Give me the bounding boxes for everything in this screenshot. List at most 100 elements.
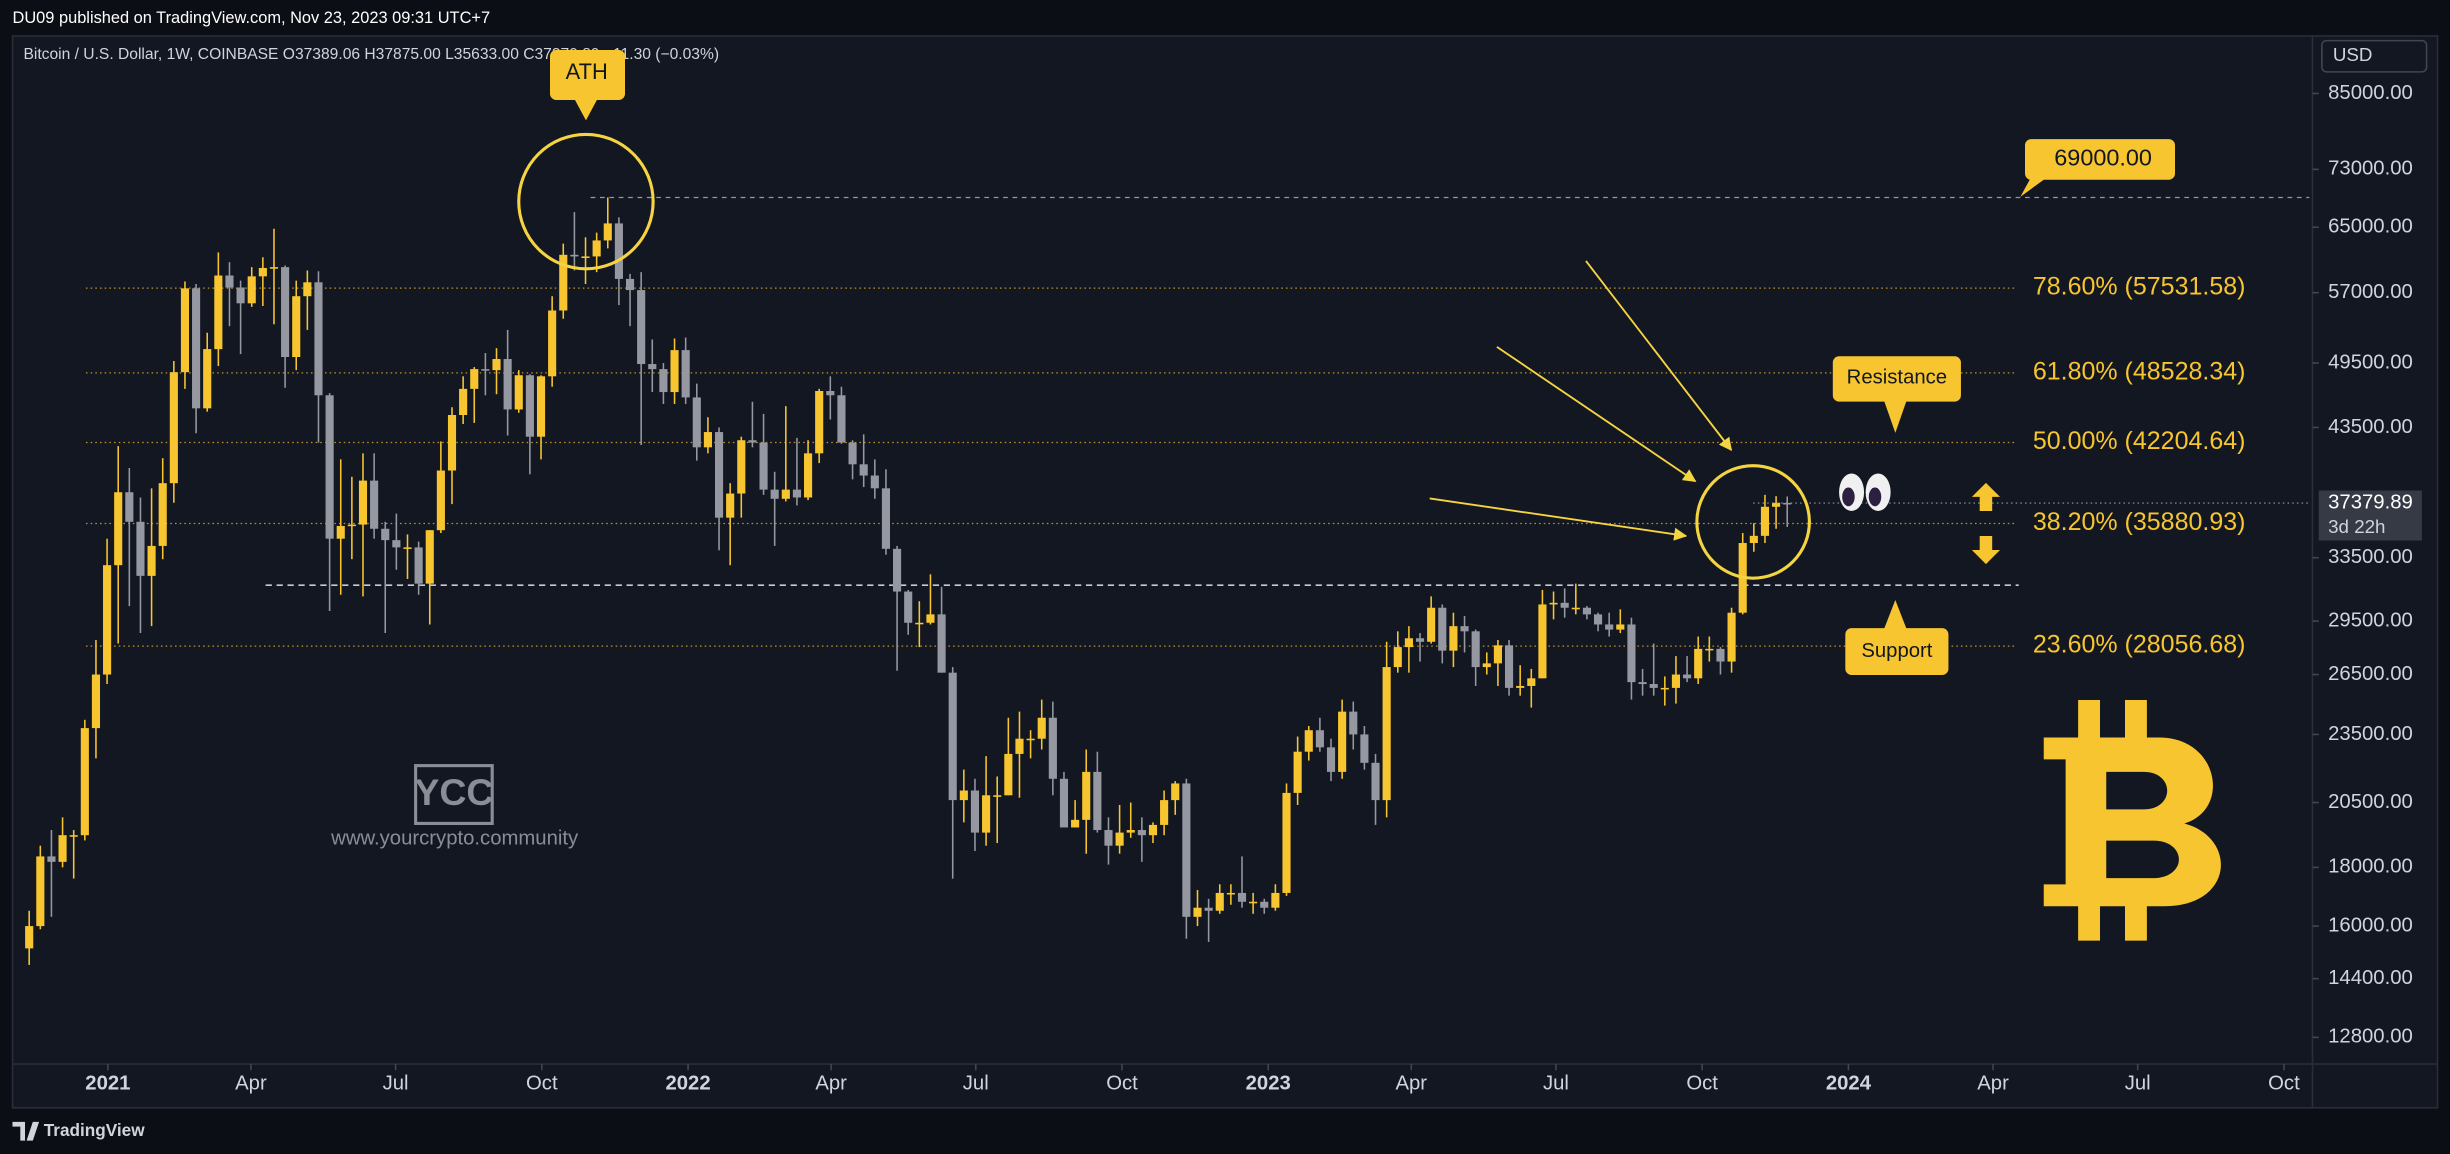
candle-body (1393, 647, 1402, 668)
candle-body (180, 288, 190, 373)
candle-body (926, 614, 935, 623)
candle-body (214, 275, 223, 350)
candle-body (325, 395, 334, 539)
candle-body (592, 240, 601, 257)
candle-body (1382, 667, 1391, 801)
candle-body (1160, 800, 1169, 825)
candle-body (103, 565, 112, 675)
candle-body (1293, 751, 1302, 793)
candle-body (1204, 907, 1213, 911)
plot: 78.60% (57531.58) 61.80% (48528.34) 50.00%… (25, 196, 2310, 965)
candle-body (1471, 631, 1480, 668)
candle-body (1638, 682, 1647, 685)
bitcoin-icon (2043, 700, 2221, 941)
watermark-logo: YCC (414, 771, 493, 813)
resistance-callout (1832, 356, 1961, 433)
candle-body (1193, 907, 1202, 917)
candle-body (1126, 830, 1135, 833)
fib-label: 23.60% (28056.68) (2033, 631, 2246, 659)
arrow (1585, 260, 1733, 452)
candle-body (692, 397, 701, 448)
candle-body (403, 547, 412, 549)
candle-body (1037, 717, 1046, 739)
candle-body (1582, 607, 1591, 615)
fib-label: 78.60% (57531.58) (2033, 273, 2246, 301)
candle-body (1237, 892, 1247, 902)
candle-body (1649, 684, 1658, 688)
candle-body (1148, 824, 1158, 836)
x-tick-label: Oct (2268, 1073, 2300, 1095)
candle-body (269, 267, 279, 269)
candle-body (1749, 535, 1758, 544)
candle-body (236, 287, 245, 304)
candle-body (91, 674, 101, 729)
candle-body (470, 369, 479, 389)
candle-body (1171, 783, 1180, 801)
candle-body (1260, 901, 1269, 908)
candle-body (1093, 771, 1102, 831)
candle-body (959, 790, 968, 801)
footer: TradingView (44, 1120, 145, 1140)
ath-label: ATH (566, 59, 608, 84)
candle-body (370, 480, 379, 529)
candle-body (1026, 738, 1035, 741)
candle-body (714, 432, 724, 518)
candle-body (1315, 730, 1324, 748)
candle-body (614, 223, 623, 279)
y-tick-label: 73000.00 (2328, 158, 2413, 180)
candle-body (58, 835, 67, 862)
x-tick-label: Oct (1106, 1073, 1138, 1095)
x-tick-label: Apr (1395, 1073, 1427, 1095)
fib-label: 50.00% (42204.64) (2033, 427, 2246, 455)
candle-body (1571, 607, 1580, 610)
candle-body (1271, 892, 1280, 908)
candle-body (904, 591, 913, 623)
candle-body (1538, 604, 1547, 679)
candle-body (770, 489, 779, 499)
candle-body (893, 548, 902, 592)
candle-body (347, 524, 356, 527)
candle-body (1048, 717, 1057, 779)
arrow (1496, 346, 1697, 483)
candle-body (870, 475, 879, 489)
candle-body (1249, 901, 1258, 904)
candle-body (392, 540, 401, 548)
y-tick-label: 23500.00 (2328, 723, 2413, 745)
ath-callout (550, 50, 625, 121)
candle-body (726, 493, 735, 518)
candle-body (970, 790, 980, 833)
y-tick-label: 65000.00 (2328, 216, 2413, 238)
y-tick-label: 12800.00 (2328, 1026, 2413, 1048)
candle-body (848, 442, 857, 465)
countdown: 3d 22h (2328, 516, 2385, 537)
candle-body (1760, 506, 1770, 536)
candle-body (681, 350, 690, 398)
candle-body (1660, 687, 1669, 690)
candle-body (414, 547, 423, 584)
candle-body (447, 415, 457, 471)
candle-body (1627, 624, 1636, 683)
candle-body (748, 440, 757, 443)
candle-body (1371, 762, 1380, 801)
candle-body (1705, 648, 1714, 651)
y-tick-label: 49500.00 (2328, 351, 2413, 373)
x-tick-label: Jul (963, 1073, 989, 1095)
y-tick-label: 16000.00 (2328, 914, 2413, 936)
candle-body (1326, 747, 1336, 772)
y-tick-label: 14400.00 (2328, 967, 2413, 989)
candle-body (1504, 645, 1514, 688)
candle-body (1560, 602, 1569, 608)
candle-body (1427, 607, 1436, 642)
candle-body (514, 375, 523, 410)
candle-body (1460, 626, 1469, 632)
x-tick-label: Jul (383, 1073, 409, 1095)
candle-body (292, 296, 301, 358)
footer-logo (12, 1121, 40, 1141)
candle-body (1449, 626, 1458, 651)
up-arrow-icon (1971, 482, 2000, 511)
candle-body (203, 349, 212, 409)
published: DU09 published on TradingView.com, Nov 2… (13, 9, 491, 27)
candle-body (948, 672, 957, 801)
